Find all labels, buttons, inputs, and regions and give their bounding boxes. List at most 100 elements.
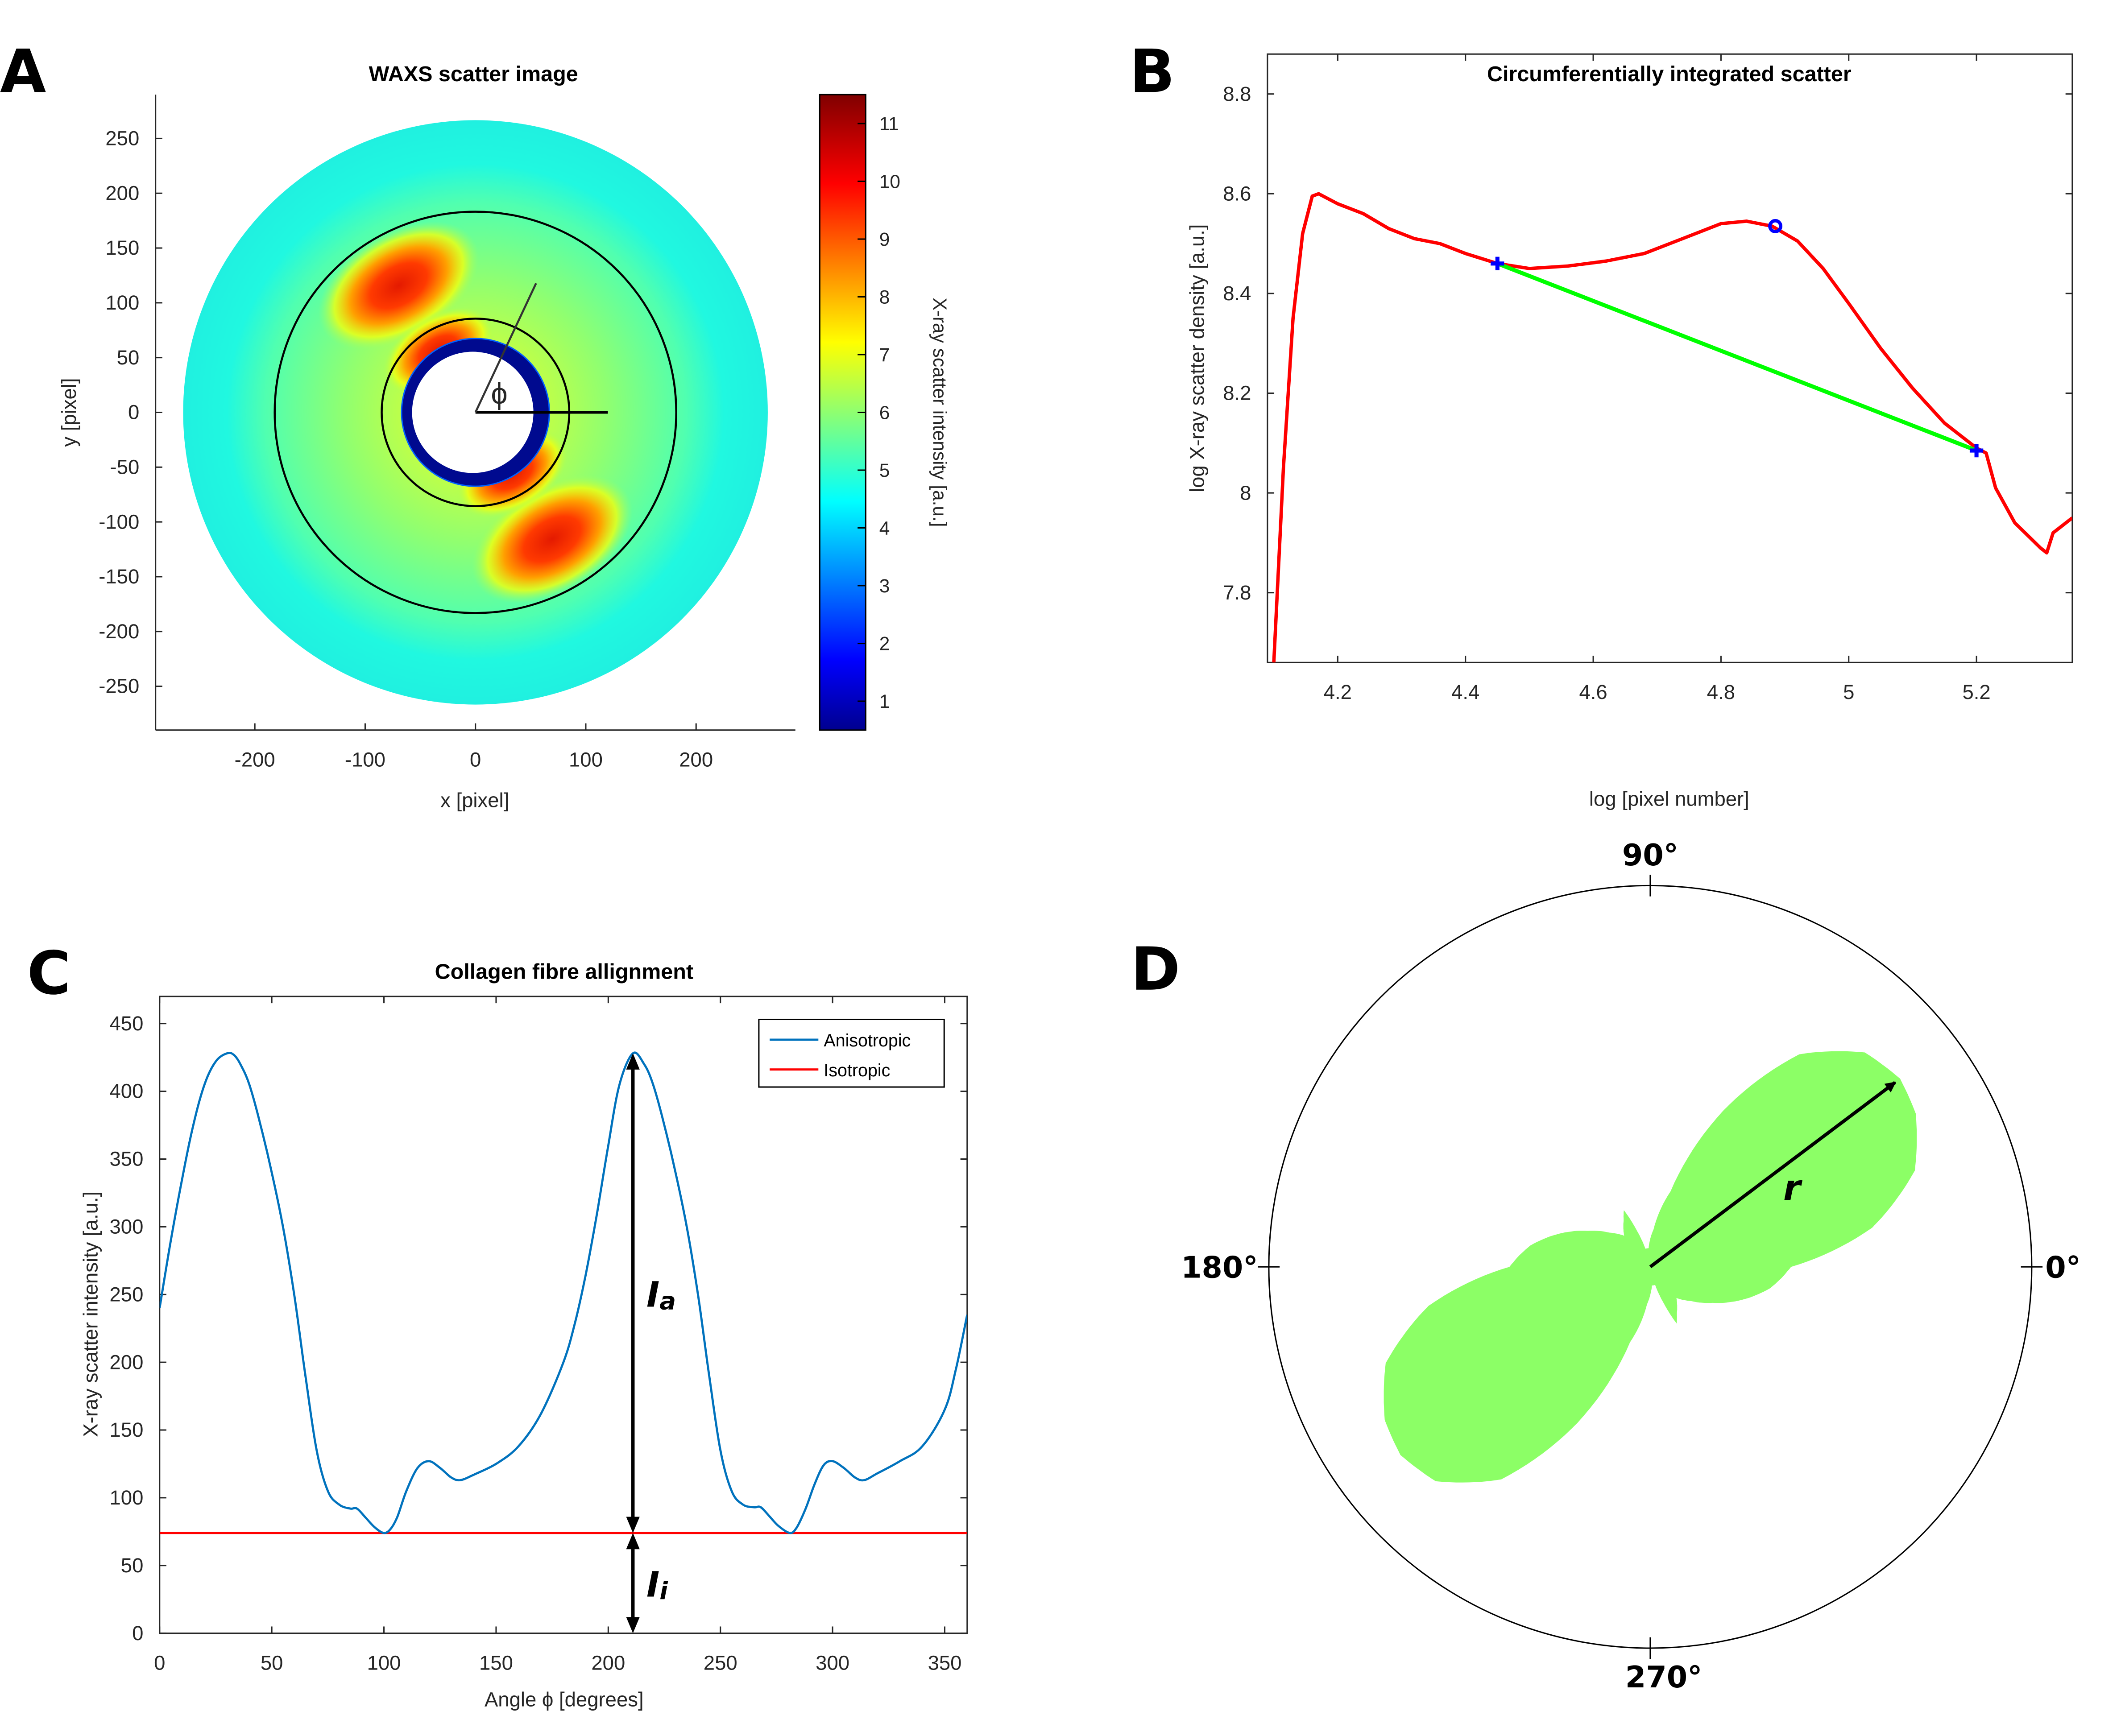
y-tick-label: 250 — [109, 1283, 143, 1306]
panel-b-ylabel: log X-ray scatter density [a.u.] — [1185, 224, 1208, 492]
panel-b-plot-box — [1267, 53, 2073, 663]
y-tick-label: 8 — [1240, 481, 1251, 504]
panel-b-axes: 4.2 4.4 4.6 4.8 5 5.2 7.8 8 8.2 8.4 8.6 8.8 — [1223, 54, 2072, 703]
plus-marker — [1969, 443, 1984, 458]
x-tick-label: 200 — [679, 748, 713, 771]
panel-c: C Collagen fibre allignment 0 50 100 150 200… — [27, 939, 968, 1711]
y-tick-label: 7.8 — [1223, 581, 1251, 604]
x-tick-label: 4.4 — [1451, 681, 1479, 703]
intensity-label: Ia — [646, 1274, 676, 1315]
panel-c-title: Collagen fibre allignment — [435, 960, 693, 984]
panel-c-plot-box — [159, 996, 968, 1634]
scatter-curve — [1272, 192, 2072, 663]
polar-label-0: 0° — [2045, 1250, 2081, 1285]
y-tick-label: 450 — [109, 1012, 143, 1035]
colorbar-tick-label: 9 — [879, 229, 890, 250]
arrow-head-down — [626, 1617, 640, 1633]
x-tick-label: 5 — [1843, 681, 1854, 703]
y-tick-label: 250 — [105, 127, 139, 150]
plus-marker — [1491, 256, 1504, 270]
y-tick-label: 8.2 — [1223, 382, 1251, 405]
colorbar-tick-label: 3 — [879, 575, 890, 596]
x-tick-label: 150 — [479, 1651, 513, 1674]
panel-d: D 90° 180° 0° 270° r — [1131, 838, 2081, 1695]
y-tick-label: 100 — [105, 291, 139, 314]
colorbar-tick-label: 10 — [879, 171, 900, 192]
x-tick-label: -100 — [345, 748, 385, 771]
arrow-head-up — [626, 1053, 640, 1070]
angle-phi-symbol: ϕ — [491, 377, 507, 410]
legend-box — [758, 1018, 945, 1088]
panel-letter-c: C — [27, 939, 71, 1008]
arrow-head-up — [626, 1533, 640, 1550]
panel-c-ylabel: X-ray scatter intensity [a.u.] — [79, 1191, 102, 1437]
colorbar-tick-label: 1 — [879, 691, 890, 712]
baseline-line — [1496, 261, 1977, 453]
colorbar-tick-label: 4 — [879, 518, 890, 539]
x-tick-label: -200 — [235, 748, 275, 771]
x-tick-label: 4.6 — [1579, 681, 1607, 703]
intensity-label: Ii — [646, 1564, 668, 1605]
panel-a-title: WAXS scatter image — [369, 62, 578, 86]
anisotropic-curve — [159, 1051, 967, 1534]
y-tick-label: 100 — [109, 1486, 143, 1509]
y-tick-label: -200 — [99, 620, 139, 643]
colorbar-tick-label: 8 — [879, 287, 890, 308]
integration-circle-outer — [273, 211, 677, 614]
colorbar-tick-label: 6 — [879, 402, 890, 423]
panel-a: A WAXS scatter image ϕ -200 -100 0 100 20025… — [0, 37, 950, 811]
y-tick-label: 150 — [105, 236, 139, 259]
y-tick-label: 50 — [121, 1554, 144, 1577]
x-tick-label: 0 — [154, 1651, 165, 1674]
y-tick-label: -100 — [99, 510, 139, 533]
panel-letter-b: B — [1130, 37, 1175, 106]
y-tick-label: 50 — [117, 346, 140, 369]
panel-c-xlabel: Angle ϕ [degrees] — [485, 1688, 644, 1711]
panel-c-axes: 0 50 100 150 200 250 300 350 0 50 100 150 200 250 300 3… — [109, 996, 967, 1674]
x-tick-label: 200 — [591, 1651, 625, 1674]
intensity-annotations: Ia Ii — [626, 1053, 676, 1633]
beamstop — [412, 351, 534, 473]
colorbar-tick-label: 7 — [879, 344, 890, 365]
panel-a-ylabel: y [pixel] — [58, 378, 80, 446]
panel-letter-d: D — [1131, 935, 1181, 1004]
colorbar-tick-label: 2 — [879, 633, 890, 654]
x-tick-label: 0 — [470, 748, 481, 771]
y-tick-label: 350 — [109, 1148, 143, 1170]
panel-letter-a: A — [0, 37, 46, 106]
y-tick-label: -50 — [110, 455, 140, 478]
y-tick-label: 8.8 — [1223, 83, 1251, 105]
y-tick-label: -250 — [99, 675, 139, 698]
y-tick-label: 200 — [109, 1351, 143, 1373]
x-tick-label: 350 — [928, 1651, 962, 1674]
x-tick-label: 50 — [261, 1651, 283, 1674]
x-tick-label: 300 — [816, 1651, 849, 1674]
y-tick-label: 0 — [128, 401, 139, 424]
y-tick-label: 200 — [105, 182, 139, 204]
legend-label-isotropic: Isotropic — [824, 1061, 890, 1080]
peak-markers — [1491, 219, 1984, 458]
panel-a-xlabel: x [pixel] — [440, 789, 509, 812]
panel-c-legend: Anisotropic Isotropic — [758, 1018, 945, 1088]
y-tick-label: -150 — [99, 565, 139, 588]
x-tick-label: 5.2 — [1962, 681, 1990, 703]
panel-a-axes: -200 -100 0 100 200 250 200 150 100 50 0 -50 -100 -15… — [99, 95, 795, 771]
intensity-label-subscript: a — [659, 1287, 676, 1315]
y-tick-label: 400 — [109, 1080, 143, 1103]
x-tick-label: 250 — [704, 1651, 737, 1674]
polar-label-270: 270° — [1625, 1660, 1703, 1695]
x-tick-label: 100 — [569, 748, 603, 771]
legend-label-anisotropic: Anisotropic — [824, 1031, 911, 1050]
circle-marker — [1768, 219, 1783, 233]
y-tick-label: 150 — [109, 1418, 143, 1441]
arrow-head-down — [626, 1517, 640, 1533]
colorbar-tick-label: 5 — [879, 460, 890, 481]
panel-b-title: Circumferentially integrated scatter — [1487, 62, 1852, 86]
x-tick-label: 4.8 — [1707, 681, 1735, 703]
y-tick-label: 8.6 — [1223, 182, 1251, 205]
y-tick-label: 300 — [109, 1215, 143, 1238]
y-tick-label: 8.4 — [1223, 282, 1251, 305]
panel-b: B Circumferentially integrated scatter 4… — [1130, 37, 2073, 810]
colorbar-label: X-ray scatter intensity [a.u.] — [929, 298, 950, 527]
